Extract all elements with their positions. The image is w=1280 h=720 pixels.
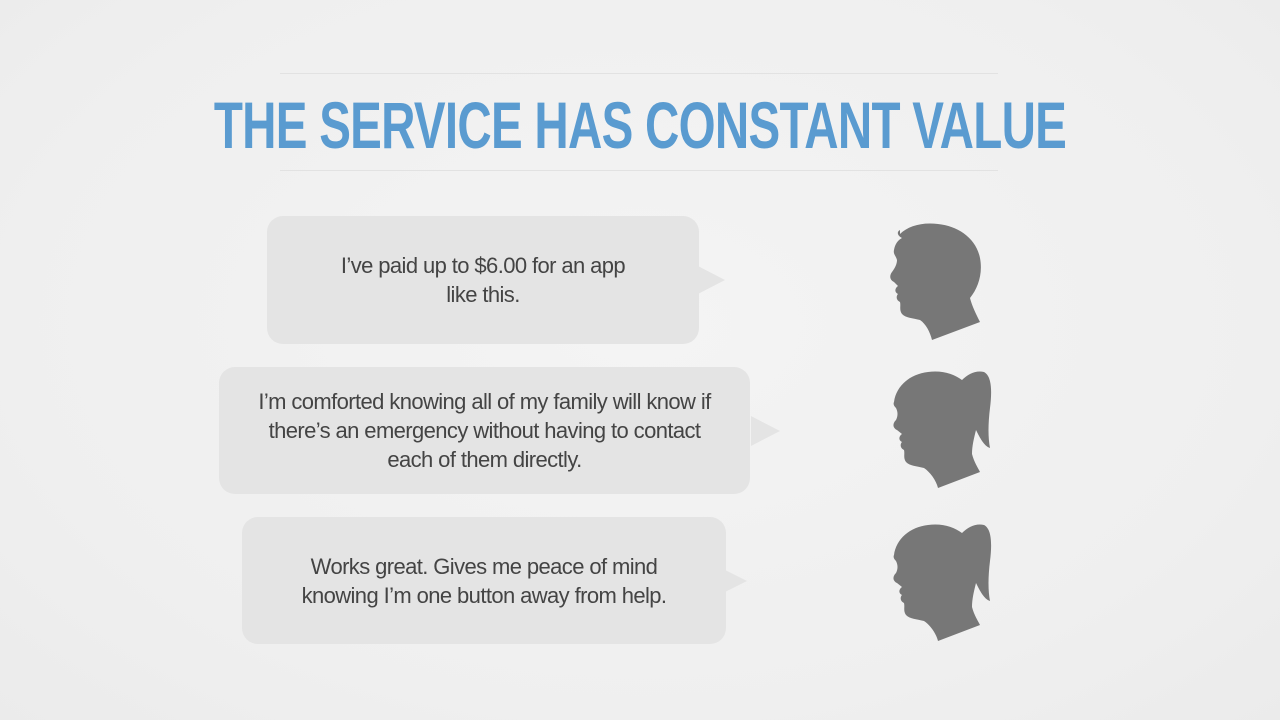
title-top-rule — [280, 73, 998, 74]
woman-silhouette-icon — [893, 524, 992, 641]
title-bottom-rule — [280, 170, 998, 171]
testimonial-quote-2: I’m comforted knowing all of my family w… — [258, 389, 711, 472]
woman-silhouette-icon — [893, 371, 992, 488]
testimonial-quote-1: I’ve paid up to $6.00 for an app like th… — [340, 253, 626, 307]
slide-title: The Service Has Constant Value — [213, 88, 1067, 162]
speech-bubble-1: I’ve paid up to $6.00 for an app like th… — [267, 216, 725, 344]
man-silhouette-icon — [890, 223, 981, 340]
speech-bubble-2: I’m comforted knowing all of my family w… — [219, 367, 780, 494]
testimonial-quote-3: Works great. Gives me peace of mind know… — [301, 553, 667, 608]
speech-bubble-3: Works great. Gives me peace of mind know… — [242, 517, 747, 644]
